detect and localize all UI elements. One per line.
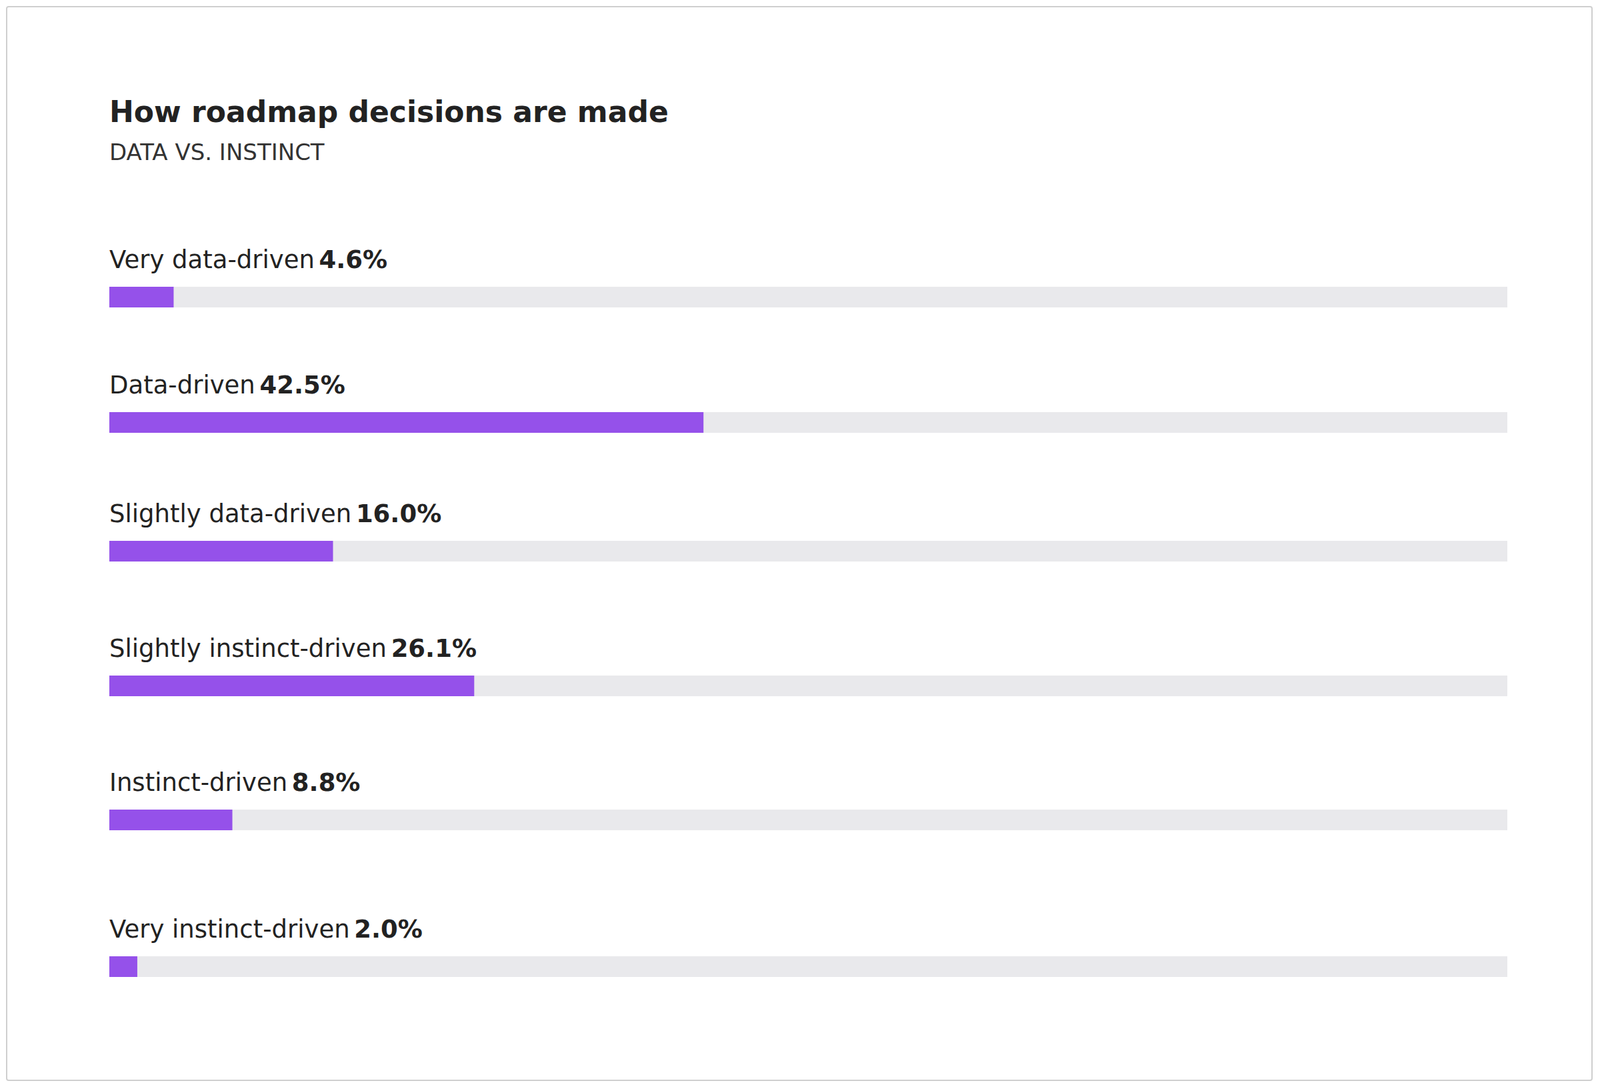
svg-text:Very instinct-driven: Very instinct-driven: [109, 914, 350, 944]
svg-text:Slightly data-driven: Slightly data-driven: [109, 499, 352, 528]
svg-text:Instinct-driven: Instinct-driven: [109, 768, 288, 797]
svg-text:26.1%: 26.1%: [391, 634, 477, 663]
svg-text:8.8%: 8.8%: [292, 768, 361, 797]
svg-text:42.5%: 42.5%: [259, 370, 345, 400]
svg-text:2.0%: 2.0%: [354, 914, 423, 944]
svg-text:Slightly instinct-driven: Slightly instinct-driven: [109, 634, 387, 663]
svg-text:How roadmap decisions are made: How roadmap decisions are made: [109, 94, 669, 129]
svg-text:DATA VS. INSTINCT: DATA VS. INSTINCT: [109, 138, 325, 166]
svg-text:16.0%: 16.0%: [356, 499, 442, 528]
svg-text:Data-driven: Data-driven: [109, 370, 256, 400]
svg-text:Very data-driven: Very data-driven: [109, 245, 315, 274]
svg-text:4.6%: 4.6%: [319, 245, 388, 274]
